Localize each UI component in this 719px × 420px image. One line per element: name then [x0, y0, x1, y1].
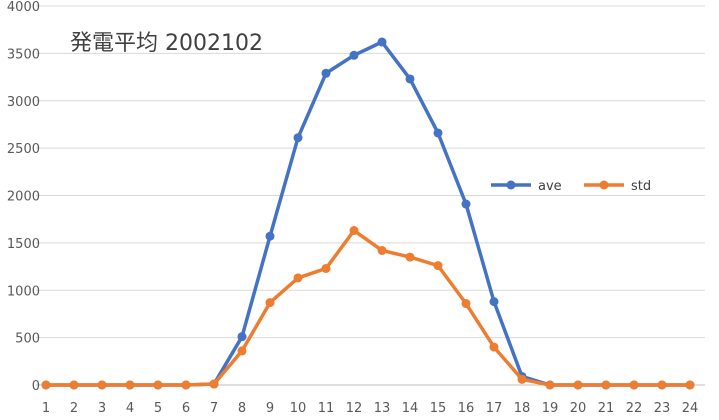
x-tick-label: 14 [402, 401, 419, 416]
y-tick-label: 3500 [7, 47, 40, 62]
x-tick-label: 13 [374, 401, 391, 416]
data-point [545, 380, 555, 390]
x-tick-label: 16 [458, 401, 475, 416]
data-point [237, 346, 247, 356]
data-point [237, 332, 247, 342]
x-tick-label: 18 [514, 401, 531, 416]
y-tick-label: 500 [15, 332, 40, 347]
x-tick-label: 8 [238, 401, 246, 416]
x-tick-label: 10 [290, 401, 307, 416]
x-tick-label: 4 [126, 401, 134, 416]
x-tick-label: 5 [154, 401, 162, 416]
y-tick-label: 3000 [7, 95, 40, 110]
data-point [657, 380, 667, 390]
x-tick-label: 20 [570, 401, 587, 416]
data-point [489, 342, 499, 352]
data-point [293, 273, 303, 283]
x-tick-label: 1 [42, 401, 50, 416]
x-tick-label: 6 [182, 401, 190, 416]
y-tick-label: 1500 [7, 237, 40, 252]
data-point [181, 380, 191, 390]
data-point [433, 261, 443, 271]
data-point [97, 380, 107, 390]
series-ave [41, 37, 695, 390]
data-point [433, 128, 443, 138]
y-tick-label: 2000 [7, 190, 40, 205]
x-tick-label: 23 [654, 401, 671, 416]
x-tick-label: 24 [682, 401, 699, 416]
data-point [573, 380, 583, 390]
data-point [293, 133, 303, 143]
data-point [349, 226, 359, 236]
data-point [41, 380, 51, 390]
series-line-ave [46, 40, 690, 387]
y-tick-labels: 0 500 1000 1500 2000 2500 3000 3500 4000 [7, 0, 40, 394]
data-point [125, 380, 135, 390]
legend-item-ave: ave [491, 179, 562, 194]
data-point [377, 37, 387, 47]
x-tick-label: 19 [542, 401, 559, 416]
chart-title: 発電平均 2002102 [70, 31, 263, 56]
gridlines [36, 5, 705, 386]
x-tick-label: 15 [430, 401, 447, 416]
legend-marker [506, 180, 516, 190]
x-tick-label: 11 [318, 401, 335, 416]
y-tick-label: 1000 [7, 284, 40, 299]
data-point [265, 298, 275, 308]
x-tick-label: 17 [486, 401, 503, 416]
data-point [461, 199, 471, 209]
data-point [377, 245, 387, 255]
x-tick-label: 2 [70, 401, 78, 416]
x-tick-label: 7 [210, 401, 218, 416]
series-line-std [46, 228, 690, 387]
legend-label: std [631, 179, 651, 194]
data-point [153, 380, 163, 390]
data-point [685, 380, 695, 390]
data-point [349, 50, 359, 60]
data-point [69, 380, 79, 390]
y-tick-label: 2500 [7, 142, 40, 157]
y-tick-label: 4000 [7, 0, 40, 15]
data-point [461, 299, 471, 309]
data-point [489, 297, 499, 307]
data-point [265, 231, 275, 241]
data-point [629, 380, 639, 390]
data-point [601, 380, 611, 390]
legend-label: ave [538, 179, 562, 194]
data-point [321, 263, 331, 273]
x-tick-label: 22 [626, 401, 643, 416]
series-std [41, 226, 695, 390]
data-point [405, 74, 415, 84]
data-point [209, 379, 219, 389]
data-point [405, 252, 415, 262]
series-lines [41, 37, 695, 390]
legend: ave std [491, 179, 651, 194]
data-point [321, 68, 331, 78]
x-tick-label: 12 [346, 401, 363, 416]
x-tick-label: 9 [266, 401, 274, 416]
legend-marker [599, 180, 609, 190]
x-tick-labels: 1 2 3 4 5 6 7 8 9 10 11 12 13 14 15 16 17 18 19 20 21 22 23 24 [42, 401, 698, 416]
y-tick-label: 0 [32, 379, 40, 394]
data-point [517, 374, 527, 384]
x-tick-label: 3 [98, 401, 106, 416]
legend-item-std: std [584, 179, 651, 194]
x-tick-label: 21 [598, 401, 615, 416]
